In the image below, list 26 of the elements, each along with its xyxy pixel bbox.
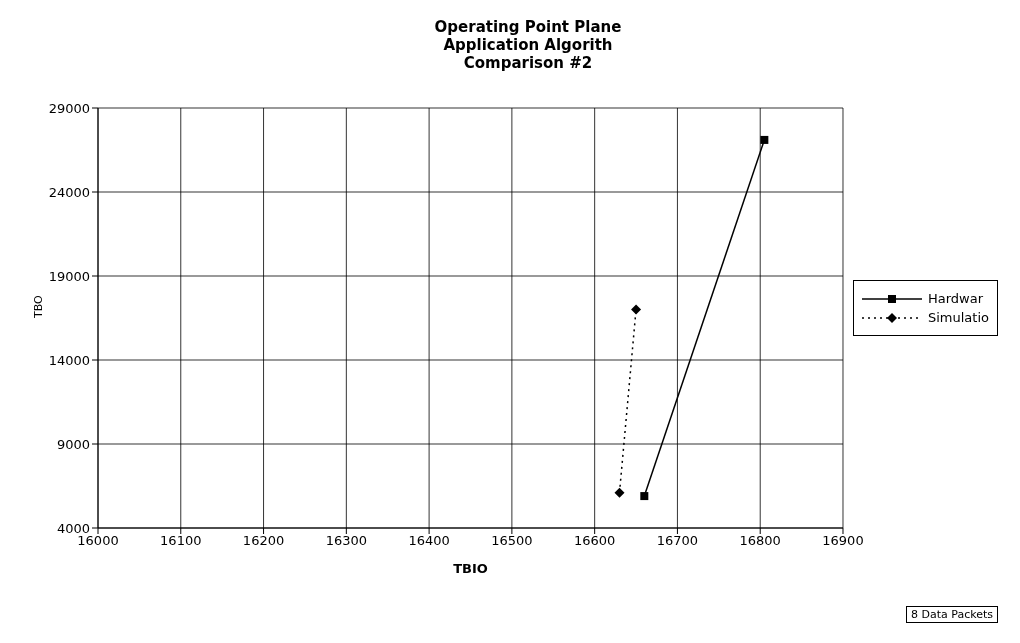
text: 8 Data Packets <box>906 606 998 623</box>
x-tick-label: 16300 <box>325 533 368 549</box>
point <box>640 492 649 501</box>
y-axis-title: TBO <box>31 294 45 319</box>
x-tick-label: 16400 <box>408 533 450 549</box>
point <box>614 487 625 498</box>
x-tick-label: 16500 <box>491 533 533 549</box>
point <box>760 135 769 144</box>
x-tick-label: 16100 <box>160 533 202 549</box>
x-axis-title: TBIO <box>453 561 488 576</box>
y-tick-label: 9000 <box>56 436 90 452</box>
point <box>631 304 642 315</box>
y-tick-label: 4000 <box>56 520 90 536</box>
y-tick-label: 29000 <box>48 100 90 116</box>
x-tick-label: 16800 <box>739 533 781 549</box>
x-tick-label: 16600 <box>573 533 616 549</box>
chart-title: Operating Point Plane Application Algorith Comparison #2 <box>433 18 623 72</box>
x-tick-label: 16000 <box>77 533 119 549</box>
legend-label: Simulatio <box>927 310 989 325</box>
y-tick-label: 14000 <box>48 352 90 368</box>
legend-label: Hardwar <box>927 291 984 306</box>
x-tick-label: 16900 <box>822 533 864 549</box>
x-tick-label: 16200 <box>242 533 285 549</box>
y-tick-label: 24000 <box>48 184 90 200</box>
y-tick-label: 19000 <box>48 268 90 284</box>
x-tick-label: 16700 <box>656 533 699 549</box>
